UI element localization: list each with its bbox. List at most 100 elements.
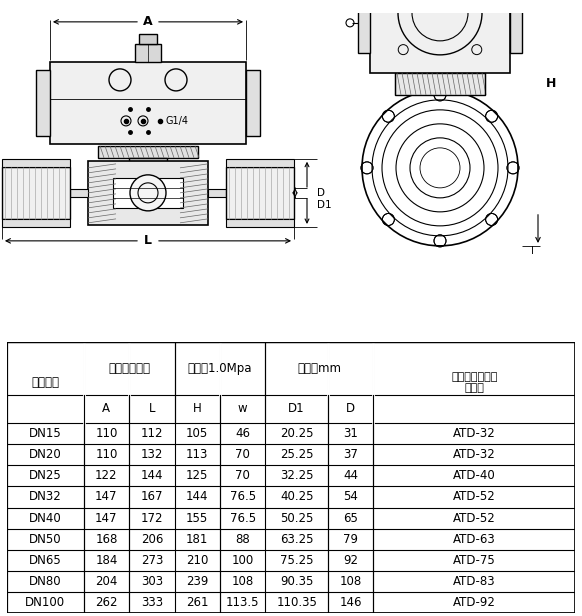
Text: H: H — [546, 77, 556, 90]
Text: DN65: DN65 — [29, 554, 62, 567]
Bar — [510, 0, 522, 53]
Text: 239: 239 — [186, 575, 208, 588]
Text: 144: 144 — [186, 490, 208, 503]
Text: 46: 46 — [235, 428, 250, 440]
Text: 90.35: 90.35 — [280, 575, 313, 588]
Bar — [113, 178, 183, 208]
Text: 25.25: 25.25 — [280, 448, 314, 461]
Text: ATD-32: ATD-32 — [453, 428, 495, 440]
Text: 108: 108 — [339, 575, 362, 588]
Text: 65: 65 — [343, 511, 358, 525]
Text: 147: 147 — [95, 511, 118, 525]
Text: A: A — [102, 402, 111, 415]
Text: 146: 146 — [339, 596, 362, 609]
Text: 155: 155 — [186, 511, 208, 525]
Bar — [2, 167, 70, 219]
Text: 63.25: 63.25 — [280, 533, 314, 546]
Bar — [129, 158, 167, 166]
Text: L: L — [144, 234, 152, 248]
Bar — [2, 159, 70, 167]
Text: 110: 110 — [95, 448, 118, 461]
Text: 273: 273 — [141, 554, 163, 567]
Text: ATD-75: ATD-75 — [453, 554, 495, 567]
Text: D1: D1 — [317, 200, 332, 210]
Bar — [70, 189, 88, 197]
Text: 32.25: 32.25 — [280, 469, 314, 482]
Text: 204: 204 — [95, 575, 118, 588]
Text: DN15: DN15 — [29, 428, 62, 440]
Text: 113.5: 113.5 — [226, 596, 260, 609]
Text: 113: 113 — [186, 448, 208, 461]
Text: 112: 112 — [141, 428, 163, 440]
Text: 压力：1.0Mpa: 压力：1.0Mpa — [188, 362, 252, 375]
Text: 122: 122 — [95, 469, 118, 482]
Bar — [139, 34, 157, 44]
Text: DN32: DN32 — [29, 490, 62, 503]
Text: ATD-52: ATD-52 — [453, 490, 495, 503]
Text: 105: 105 — [186, 428, 208, 440]
Text: 147: 147 — [95, 490, 118, 503]
Text: D: D — [317, 188, 325, 198]
Text: 79: 79 — [343, 533, 358, 546]
Text: 50.25: 50.25 — [280, 511, 313, 525]
Text: 76.5: 76.5 — [230, 490, 255, 503]
Bar — [370, 0, 510, 73]
Text: L: L — [148, 402, 155, 415]
Text: 92: 92 — [343, 554, 358, 567]
Text: DN100: DN100 — [25, 596, 65, 609]
Bar — [135, 44, 161, 62]
Text: H: H — [193, 402, 201, 415]
Text: 333: 333 — [141, 596, 163, 609]
Text: I: I — [531, 246, 534, 256]
Text: 167: 167 — [141, 490, 163, 503]
Bar — [246, 70, 260, 136]
Text: 规格尺寸代号: 规格尺寸代号 — [108, 362, 150, 375]
Text: 54: 54 — [343, 490, 358, 503]
Bar — [226, 167, 294, 219]
Text: 168: 168 — [95, 533, 118, 546]
Text: 75.25: 75.25 — [280, 554, 314, 567]
Text: ATD-52: ATD-52 — [453, 511, 495, 525]
Text: DN20: DN20 — [29, 448, 62, 461]
Text: G1/4: G1/4 — [166, 116, 189, 126]
Bar — [395, 73, 485, 95]
Text: ATD-40: ATD-40 — [453, 469, 495, 482]
Text: 适配气动执行器
供参考: 适配气动执行器 供参考 — [451, 371, 498, 394]
Text: ATD-92: ATD-92 — [453, 596, 496, 609]
Text: 125: 125 — [186, 469, 208, 482]
Text: 262: 262 — [95, 596, 118, 609]
Text: 303: 303 — [141, 575, 163, 588]
Bar — [50, 62, 246, 144]
Text: 261: 261 — [186, 596, 208, 609]
Text: 181: 181 — [186, 533, 208, 546]
Text: ATD-32: ATD-32 — [453, 448, 495, 461]
Bar — [226, 219, 294, 227]
Bar — [2, 219, 70, 227]
Text: w: w — [238, 402, 247, 415]
Text: 40.25: 40.25 — [280, 490, 314, 503]
Text: 108: 108 — [232, 575, 254, 588]
Text: 110.35: 110.35 — [276, 596, 317, 609]
Text: 70: 70 — [235, 448, 250, 461]
Text: ATD-83: ATD-83 — [453, 575, 495, 588]
Bar — [98, 146, 198, 158]
Text: 184: 184 — [95, 554, 118, 567]
Text: DN40: DN40 — [29, 511, 62, 525]
Bar — [358, 0, 370, 53]
Bar — [88, 161, 208, 225]
Text: 44: 44 — [343, 469, 358, 482]
Text: A: A — [143, 15, 153, 28]
Circle shape — [130, 175, 166, 211]
Text: 88: 88 — [235, 533, 250, 546]
Text: ATD-63: ATD-63 — [453, 533, 495, 546]
Text: 110: 110 — [95, 428, 118, 440]
Text: 144: 144 — [141, 469, 163, 482]
Text: 172: 172 — [141, 511, 163, 525]
Text: 37: 37 — [343, 448, 358, 461]
Text: 20.25: 20.25 — [280, 428, 314, 440]
Text: DN80: DN80 — [29, 575, 62, 588]
Text: 210: 210 — [186, 554, 208, 567]
Text: 单位：mm: 单位：mm — [297, 362, 342, 375]
Text: DN50: DN50 — [29, 533, 62, 546]
Bar — [36, 70, 50, 136]
